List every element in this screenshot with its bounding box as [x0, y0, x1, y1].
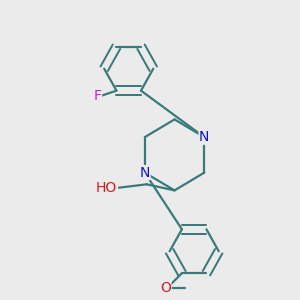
- Text: F: F: [94, 89, 101, 103]
- Text: N: N: [140, 166, 150, 180]
- Text: O: O: [160, 281, 171, 296]
- Text: HO: HO: [96, 181, 117, 195]
- Text: N: N: [199, 130, 209, 144]
